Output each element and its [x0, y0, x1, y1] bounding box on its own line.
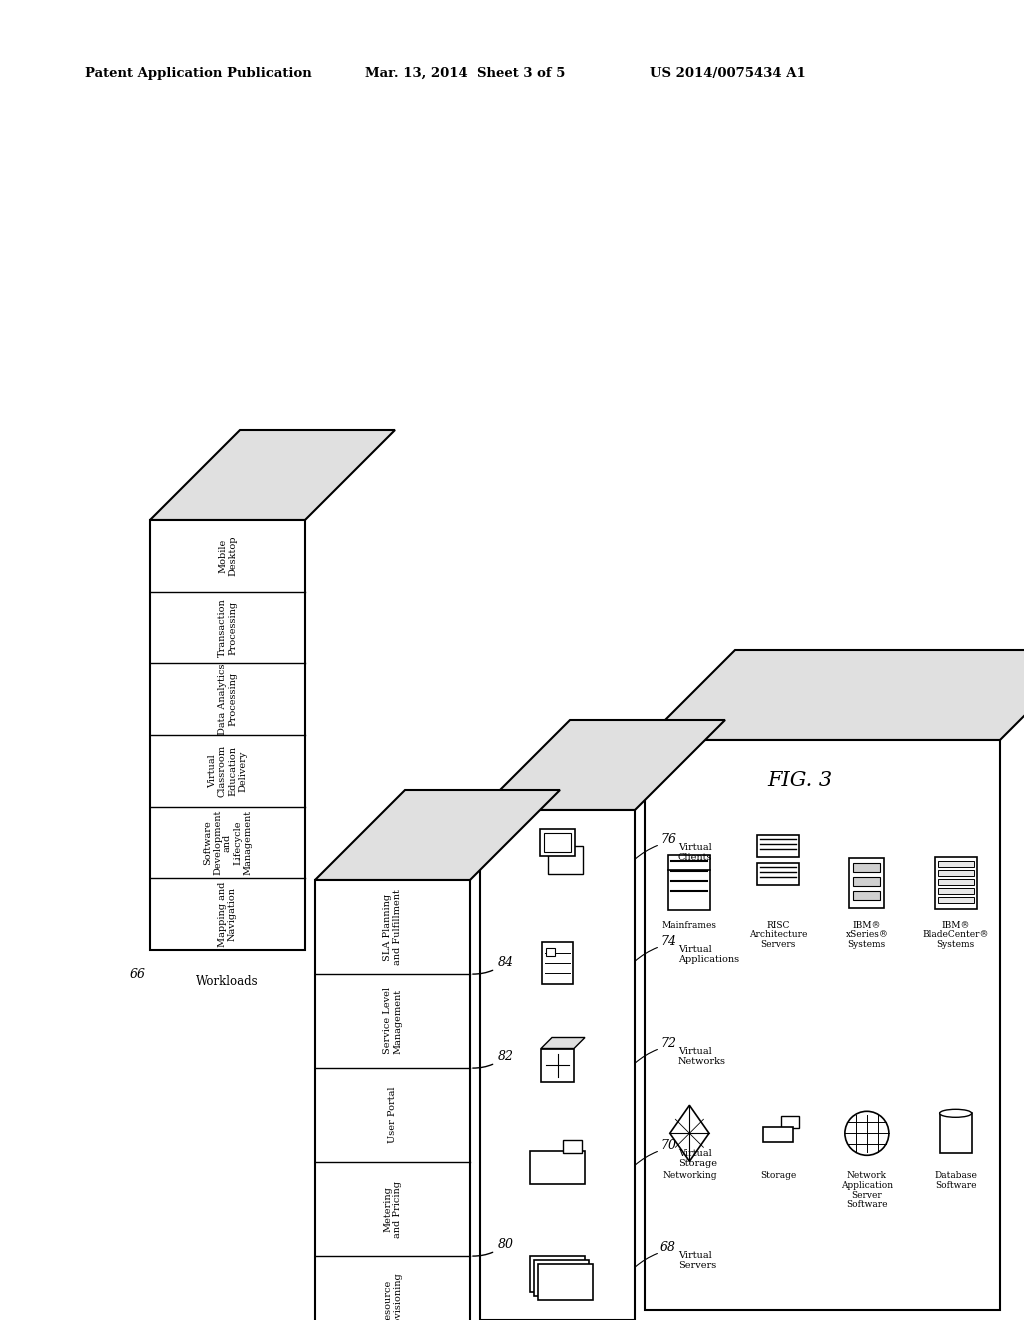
Bar [540, 829, 575, 855]
Bar [938, 879, 974, 884]
Bar [541, 1048, 574, 1081]
Text: 72: 72 [660, 1038, 676, 1049]
Bar [938, 896, 974, 903]
Bar [757, 834, 799, 857]
Text: 70: 70 [660, 1139, 676, 1152]
Bar [544, 833, 571, 851]
Text: Virtual
Networks: Virtual Networks [678, 1047, 726, 1065]
Bar [669, 855, 711, 909]
Text: User Portal: User Portal [388, 1086, 397, 1143]
Bar [853, 862, 881, 871]
Bar [547, 948, 555, 956]
Polygon shape [645, 649, 1024, 741]
Text: US 2014/0075434 A1: US 2014/0075434 A1 [650, 66, 806, 79]
Text: Mainframes: Mainframes [662, 920, 717, 929]
Polygon shape [150, 430, 395, 520]
Bar [534, 1261, 589, 1296]
Bar [853, 876, 881, 886]
Text: Transaction
Processing: Transaction Processing [218, 598, 237, 657]
Text: Metering
and Pricing: Metering and Pricing [383, 1180, 402, 1238]
Text: Virtual
Applications: Virtual Applications [678, 945, 739, 964]
Text: Data Analytics
Processing: Data Analytics Processing [218, 664, 237, 735]
Text: Virtual
Servers: Virtual Servers [678, 1251, 716, 1270]
Text: 66: 66 [130, 968, 146, 981]
Text: Virtual
Storage: Virtual Storage [678, 1150, 717, 1168]
Text: 76: 76 [660, 833, 676, 846]
Ellipse shape [940, 1109, 972, 1117]
Text: 84: 84 [473, 956, 514, 974]
Polygon shape [480, 810, 635, 1320]
Text: Service Level
Management: Service Level Management [383, 987, 402, 1055]
Circle shape [845, 1111, 889, 1155]
Bar [530, 1151, 585, 1184]
Bar [543, 942, 572, 983]
Text: Storage: Storage [760, 1171, 797, 1180]
Bar [938, 861, 974, 866]
Text: Workloads: Workloads [197, 975, 259, 987]
Polygon shape [480, 719, 725, 810]
Polygon shape [150, 520, 305, 950]
Bar [853, 891, 881, 899]
Text: Network
Application
Server
Software: Network Application Server Software [841, 1171, 893, 1209]
Text: FIG. 3: FIG. 3 [767, 771, 833, 789]
Text: Virtual
Classroom
Education
Delivery: Virtual Classroom Education Delivery [208, 744, 247, 797]
Text: 80: 80 [473, 1238, 514, 1257]
Text: 74: 74 [660, 935, 676, 948]
Text: RISC
Architecture
Servers: RISC Architecture Servers [749, 920, 807, 949]
Text: Mapping and
Navigation: Mapping and Navigation [218, 882, 237, 946]
Text: 82: 82 [473, 1049, 514, 1068]
Text: Patent Application Publication: Patent Application Publication [85, 66, 311, 79]
Text: SLA Planning
and Fulfillment: SLA Planning and Fulfillment [383, 890, 402, 965]
Text: Mar. 13, 2014  Sheet 3 of 5: Mar. 13, 2014 Sheet 3 of 5 [365, 66, 565, 79]
Bar [938, 870, 974, 875]
Bar [548, 846, 584, 874]
Bar [563, 1139, 583, 1154]
Bar [940, 1113, 972, 1154]
Polygon shape [315, 880, 470, 1320]
Polygon shape [645, 741, 1000, 1309]
Bar [935, 857, 977, 908]
Text: Networking: Networking [663, 1171, 717, 1180]
Text: Resource
Provisioning: Resource Provisioning [383, 1272, 402, 1320]
Polygon shape [670, 1105, 709, 1162]
Text: Software
Development
and
Lifecycle
Management: Software Development and Lifecycle Manag… [203, 809, 252, 875]
Text: Database
Software: Database Software [934, 1171, 977, 1191]
Bar [849, 858, 885, 908]
Bar [781, 1115, 799, 1127]
Text: 68: 68 [660, 1241, 676, 1254]
Text: Virtual
Clients: Virtual Clients [678, 843, 713, 862]
Polygon shape [541, 1038, 585, 1048]
Bar [530, 1257, 585, 1292]
Bar [938, 887, 974, 894]
Text: IBM®
BladeCenter®
Systems: IBM® BladeCenter® Systems [923, 920, 989, 949]
Bar [757, 862, 799, 884]
Text: IBM®
xSeries®
Systems: IBM® xSeries® Systems [846, 920, 888, 949]
Bar [763, 1127, 794, 1142]
Polygon shape [315, 789, 560, 880]
Text: Mobile
Desktop: Mobile Desktop [218, 536, 237, 576]
Bar [538, 1265, 593, 1300]
